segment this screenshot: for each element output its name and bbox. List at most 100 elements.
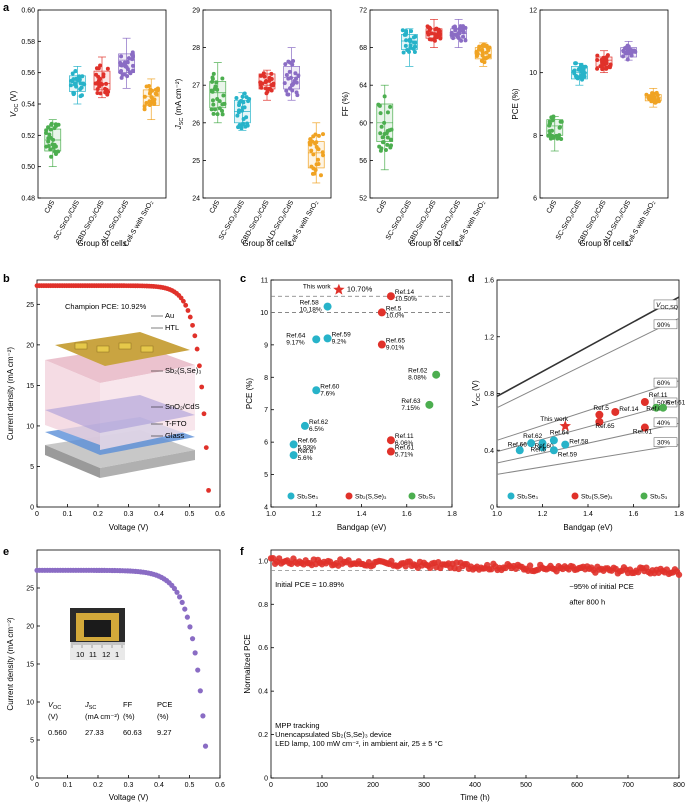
x-tick-label: 300 (418, 782, 430, 789)
data-point (214, 80, 219, 85)
jv-point (192, 333, 198, 339)
data-point (547, 123, 552, 128)
data-point (316, 133, 321, 138)
data-point (650, 99, 655, 104)
data-point (323, 302, 332, 311)
data-point (654, 100, 659, 105)
y-tick-label: 29 (192, 8, 200, 15)
x-axis-label: Bandgap (eV) (563, 523, 613, 532)
data-point (598, 64, 603, 69)
jv-point (176, 594, 183, 600)
legend-marker (287, 492, 295, 500)
data-point (269, 71, 274, 76)
data-point (487, 54, 492, 59)
x-tick-label: 400 (469, 782, 481, 789)
y-tick-label: 56 (359, 158, 367, 165)
data-point (288, 86, 293, 91)
data-point (378, 111, 383, 116)
data-point (311, 152, 316, 157)
point-value: 10.0% (386, 312, 405, 319)
glass-side (45, 445, 100, 478)
x-tick-label: 1.2 (311, 511, 321, 518)
x-axis-label: Group of cells (242, 239, 291, 248)
data-point (51, 145, 56, 150)
data-point (294, 80, 299, 85)
data-point (631, 48, 636, 53)
y-axis-label: PCE (%) (245, 378, 254, 409)
data-point (95, 87, 100, 92)
y-tick-label: 0.4 (484, 448, 494, 455)
data-point (144, 100, 149, 105)
data-point (209, 88, 214, 93)
x-category-label: CdS (376, 199, 389, 215)
data-point (287, 69, 292, 74)
data-point (549, 436, 558, 445)
y-tick-label: 0 (264, 776, 268, 783)
data-point (47, 132, 52, 137)
data-point (210, 75, 215, 80)
data-point (211, 111, 216, 116)
point-label: Ref.11 (395, 433, 414, 440)
data-point (408, 45, 413, 50)
y-tick-label: 25 (192, 158, 200, 165)
data-point (48, 135, 53, 140)
data-point (56, 149, 61, 154)
efficiency-line (496, 296, 680, 398)
data-point (386, 447, 395, 456)
data-point (451, 25, 456, 30)
data-point (652, 403, 661, 412)
data-point (425, 400, 434, 409)
data-point (429, 37, 434, 42)
data-point (82, 82, 87, 87)
chart-d: 1.0 1.2 1.4 1.6 1.8 0 0.4 0.8 1.2 1.6 Bandgap (eV)… (471, 278, 685, 533)
data-point (49, 154, 54, 159)
efficiency-line (496, 444, 680, 475)
point-label: Ref.58 (300, 300, 320, 307)
data-point (127, 70, 132, 75)
data-point (147, 102, 152, 107)
glass-front (100, 450, 195, 478)
y-tick-label: 28 (192, 45, 200, 52)
x-axis-label: Group of cells (579, 239, 628, 248)
y-tick-label: 10 (26, 423, 34, 430)
data-point (309, 164, 314, 169)
data-point (283, 62, 288, 67)
data-point (98, 81, 103, 86)
data-point (557, 125, 562, 130)
line-label-box (653, 319, 678, 330)
data-point (300, 421, 309, 430)
data-point (386, 436, 395, 445)
data-point (607, 65, 612, 70)
data-point (457, 26, 462, 31)
data-point (453, 28, 458, 33)
data-point (95, 90, 100, 95)
data-point (48, 127, 53, 132)
data-point (118, 62, 123, 67)
x-tick-label: 0.2 (93, 511, 103, 518)
chart-b: 0 0.1 0.2 0.3 0.4 0.5 0.6 0 5 10 15 20 25 Voltage (V)… (6, 279, 225, 532)
x-tick-label: 100 (316, 782, 328, 789)
data-point (245, 123, 250, 128)
table-unit: (mA cm⁻²) (85, 712, 120, 721)
x-axis-label: Voltage (V) (109, 523, 149, 532)
data-point (296, 73, 301, 78)
data-point (149, 95, 154, 100)
legend-label: Sb₂Se₃ (297, 494, 318, 501)
data-point (576, 67, 581, 72)
y-tick-label: 20 (26, 342, 34, 349)
data-point (210, 79, 215, 84)
y-tick-label: 9 (264, 342, 268, 349)
data-point (295, 93, 300, 98)
y-axis-label: Current density (mA cm⁻²) (6, 617, 15, 710)
data-point (78, 94, 83, 99)
data-point (388, 104, 393, 109)
data-point (125, 67, 130, 72)
point-label: Ref.65 (595, 423, 615, 430)
jv-point (199, 384, 205, 390)
data-point (580, 77, 585, 82)
y-tick-label: 4 (264, 505, 268, 512)
x-category-label: SC-SnO₂/CdS (218, 199, 246, 241)
table-header: VOC (48, 700, 61, 711)
data-point (215, 87, 220, 92)
data-point (77, 77, 82, 82)
